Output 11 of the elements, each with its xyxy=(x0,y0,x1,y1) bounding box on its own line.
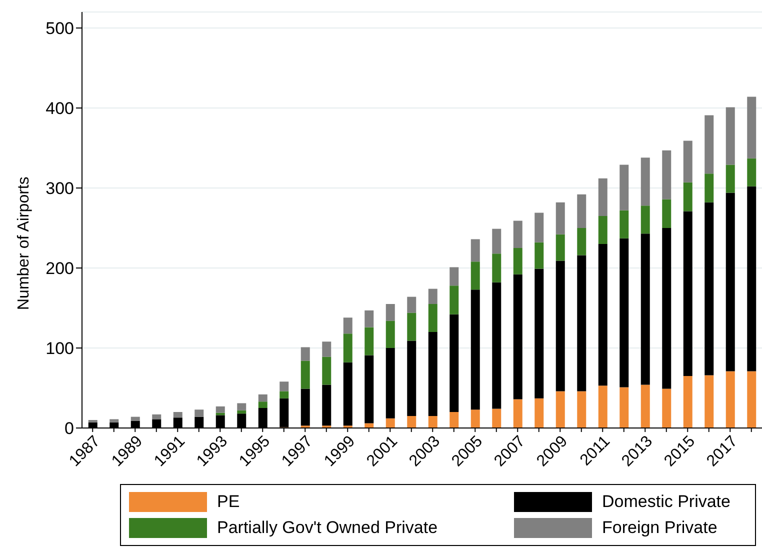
y-tick-label: 100 xyxy=(46,339,74,358)
legend-label: Foreign Private xyxy=(602,518,718,538)
legend-label: PE xyxy=(217,492,240,512)
y-tick-label: 300 xyxy=(46,179,74,198)
legend-label: Domestic Private xyxy=(602,492,732,512)
y-tick-label: 500 xyxy=(46,19,74,38)
legend-label: Partially Gov't Owned Private xyxy=(217,518,438,538)
y-tick-label: 0 xyxy=(64,419,74,438)
y-tick-label: 400 xyxy=(46,99,74,118)
y-tick-label: 200 xyxy=(46,259,74,278)
y-axis-title: Number of Airports xyxy=(16,176,33,310)
